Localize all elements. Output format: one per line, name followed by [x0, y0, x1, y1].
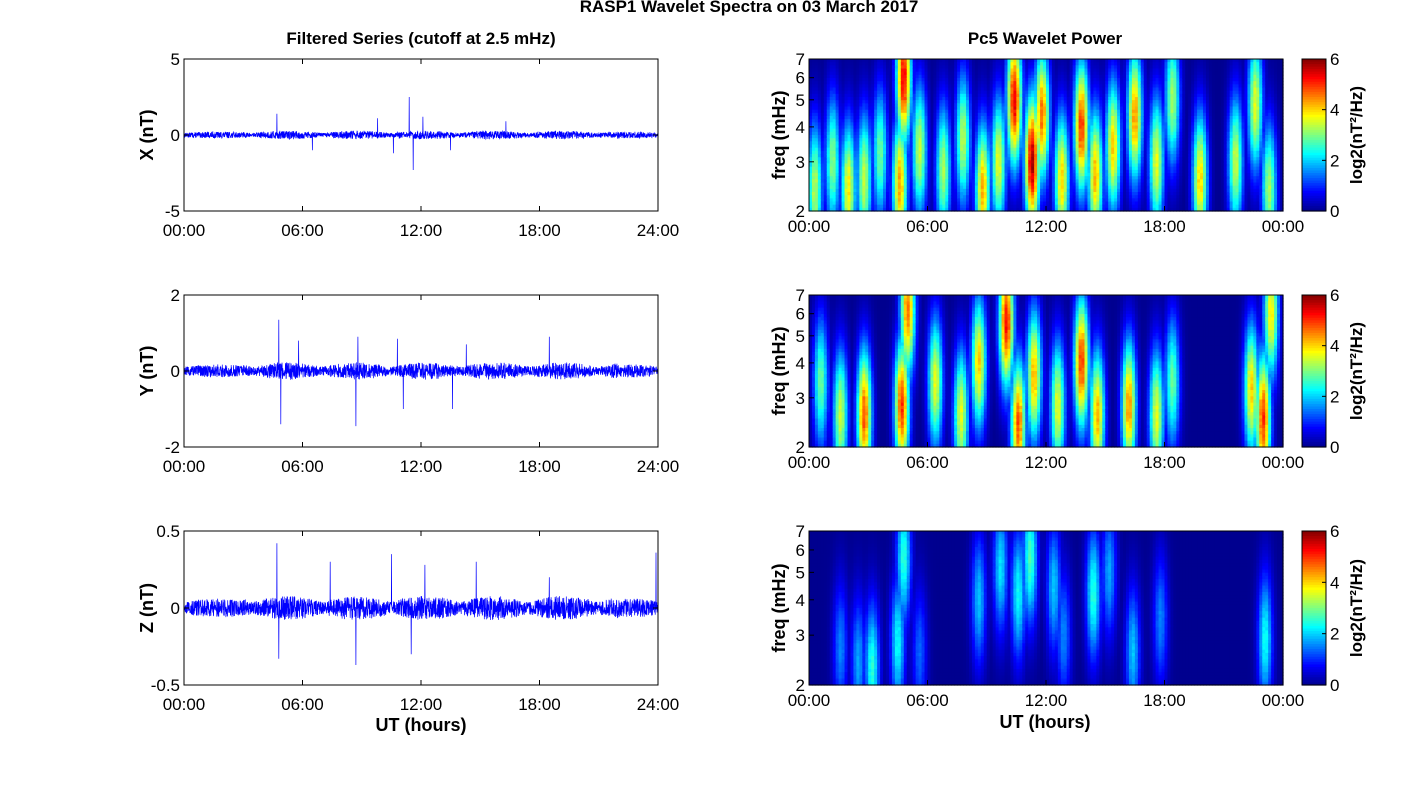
y-axis-label: X (nT): [137, 110, 157, 161]
y-tick-label: -5: [165, 202, 180, 221]
x-tick-label: 00:00: [163, 695, 206, 714]
right-column-title: Pc5 Wavelet Power: [968, 29, 1123, 48]
x-tick-label: 18:00: [518, 457, 561, 476]
x-tick-label: 18:00: [518, 695, 561, 714]
y-tick-label: 0: [171, 126, 180, 145]
y-tick-label: 0: [171, 599, 180, 618]
y-axis-label: Z (nT): [137, 583, 157, 633]
series-trace-z: [184, 543, 658, 665]
y-tick-label: -2: [165, 438, 180, 457]
x-tick-label: 12:00: [400, 695, 443, 714]
x-tick-label: 12:00: [400, 221, 443, 240]
y-tick-label: -0.5: [151, 676, 180, 695]
panels: 50-500:00 06:00 12:00 18:00 24:00X (nT)20-20…: [137, 50, 1366, 714]
y-tick-label: 0.5: [156, 522, 180, 541]
x-tick-label: 18:00: [518, 221, 561, 240]
x-tick-label: 24:00: [637, 457, 680, 476]
y-axis-label: Y (nT): [137, 346, 157, 397]
x-tick-label: 06:00: [281, 221, 324, 240]
y-tick-label: 5: [171, 50, 180, 69]
x-tick-label: 24:00: [637, 221, 680, 240]
heatmap-cells-x: [809, 59, 1284, 212]
panel-line-y: 2 0 -200:00 06:00 12:00 18:00 24:00 Y (nT): [137, 286, 679, 476]
series-trace-y: [184, 320, 658, 426]
y-tick-label: 0: [171, 362, 180, 381]
x-tick-label: 00:00: [163, 457, 206, 476]
x-tick-label: 06:00: [281, 695, 324, 714]
x-tick-label: 00:00: [163, 221, 206, 240]
series-trace-x: [184, 97, 658, 170]
panel-line-z: 0.5 0 -0.500:00 06:00 12:00 18:00 24:00 Z (nT): [137, 522, 679, 714]
panel-line-x: 5 0 -500:00 06:00 12:00 18:00 24:00 X (nT): [137, 50, 679, 240]
x-tick-label: 12:00: [400, 457, 443, 476]
x-tick-label: 24:00: [637, 695, 680, 714]
left-column-title: Filtered Series (cutoff at 2.5 mHz): [286, 29, 555, 48]
y-tick-label: 2: [171, 286, 180, 305]
x-tick-label: 06:00: [281, 457, 324, 476]
figure-title: RASP1 Wavelet Spectra on 03 March 2017: [580, 0, 919, 16]
